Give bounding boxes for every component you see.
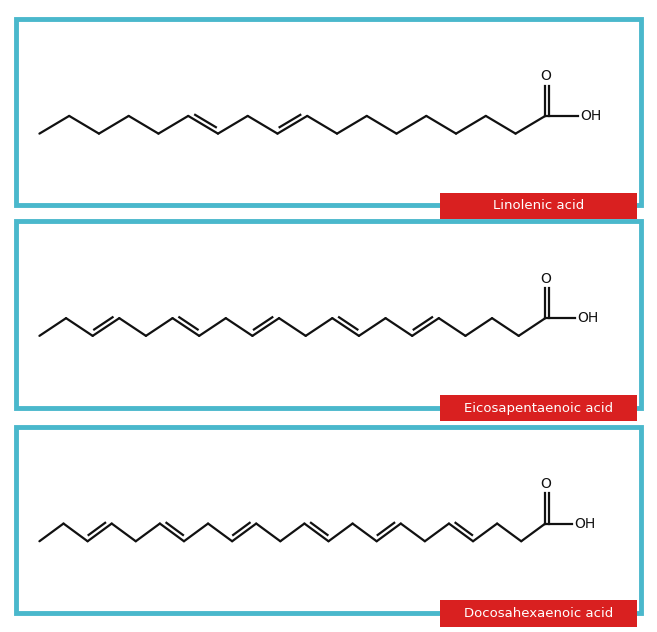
FancyBboxPatch shape — [16, 427, 641, 613]
Text: O: O — [540, 477, 551, 491]
FancyBboxPatch shape — [16, 19, 641, 205]
Text: Eicosapentaenoic acid: Eicosapentaenoic acid — [464, 402, 613, 415]
FancyBboxPatch shape — [440, 193, 637, 219]
Text: O: O — [540, 70, 551, 83]
FancyBboxPatch shape — [440, 395, 637, 422]
FancyBboxPatch shape — [16, 221, 641, 408]
Text: OH: OH — [581, 109, 602, 123]
Text: Linolenic acid: Linolenic acid — [493, 200, 584, 212]
Text: Docosahexaenoic acid: Docosahexaenoic acid — [464, 607, 614, 620]
Text: OH: OH — [574, 516, 596, 530]
FancyBboxPatch shape — [440, 600, 637, 627]
Text: OH: OH — [578, 311, 599, 325]
Text: O: O — [540, 272, 551, 286]
